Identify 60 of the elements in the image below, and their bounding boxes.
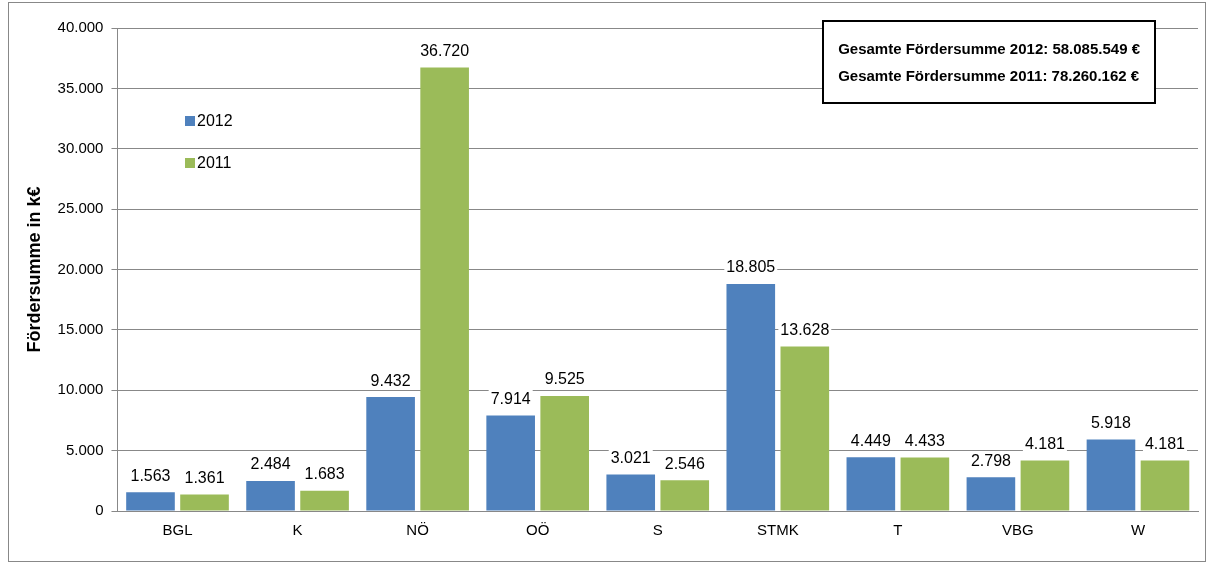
- x-tick-label: T: [893, 521, 903, 539]
- y-tick-label: 0: [95, 501, 104, 519]
- note-box: Gesamte Fördersumme 2012: 58.085.549 € Gesamte Fördersumme 2011: 78.260.162 €: [822, 20, 1156, 104]
- data-label: 7.914: [490, 389, 531, 407]
- data-label: 13.628: [780, 320, 830, 338]
- y-axis-title: Fördersumme in k€: [23, 186, 44, 353]
- bar: [900, 457, 950, 511]
- bar: [726, 283, 776, 511]
- data-label: 2.484: [250, 455, 291, 473]
- bar: [180, 494, 229, 511]
- bar: [1086, 439, 1136, 511]
- y-tick-label: 35.000: [57, 78, 104, 96]
- legend-label: 2012: [197, 112, 233, 130]
- data-label: 2.798: [970, 451, 1012, 469]
- x-tick-label: STMK: [756, 521, 799, 539]
- data-label: 1.683: [304, 465, 345, 483]
- y-tick-label: 15.000: [57, 320, 104, 338]
- data-label: 4.449: [850, 431, 891, 449]
- x-tick-label: W: [1130, 521, 1146, 539]
- y-tick-label: 10.000: [57, 380, 104, 398]
- x-tick-label: OÖ: [526, 521, 550, 539]
- bar: [540, 395, 590, 511]
- bar: [366, 397, 415, 511]
- bar: [1140, 460, 1190, 511]
- y-tick-label: 20.000: [57, 259, 104, 277]
- data-label: 4.433: [904, 431, 945, 449]
- bar: [966, 477, 1016, 511]
- bar: [846, 457, 896, 511]
- bar: [246, 481, 295, 511]
- bar: [660, 480, 710, 511]
- data-label: 3.021: [610, 448, 651, 466]
- bar: [1020, 460, 1070, 511]
- annotation: Gesamte Fördersumme 2011: 78.260.162 €: [838, 67, 1140, 84]
- x-tick-label: BGL: [162, 521, 193, 539]
- data-label: 5.918: [1090, 413, 1132, 431]
- x-tick-label: K: [292, 521, 303, 539]
- y-tick-label: 5.000: [65, 440, 104, 458]
- data-label: 4.181: [1024, 434, 1066, 452]
- data-label: 9.432: [370, 371, 411, 389]
- bar: [486, 415, 535, 511]
- bar: [420, 67, 469, 511]
- data-label: 1.361: [184, 468, 225, 486]
- y-tick-label: 25.000: [57, 199, 104, 217]
- data-label: 2.546: [664, 454, 705, 472]
- x-tick-label: S: [652, 521, 663, 539]
- x-tick-label: VBG: [1002, 521, 1034, 539]
- y-tick-label: 40.000: [57, 18, 104, 36]
- data-label: 18.805: [726, 258, 776, 276]
- data-label: 36.720: [420, 42, 470, 60]
- data-label: 9.525: [544, 370, 585, 388]
- bar: [300, 490, 349, 511]
- data-label: 4.181: [1144, 434, 1186, 452]
- data-label: 1.563: [130, 466, 171, 484]
- annotation: Gesamte Fördersumme 2012: 58.085.549 €: [838, 40, 1140, 57]
- bar: [780, 346, 830, 511]
- x-tick-label: NÖ: [406, 521, 429, 539]
- legend-label: 2011: [197, 154, 232, 172]
- bar: [126, 492, 175, 511]
- bar: [606, 474, 656, 511]
- y-tick-label: 30.000: [57, 138, 104, 156]
